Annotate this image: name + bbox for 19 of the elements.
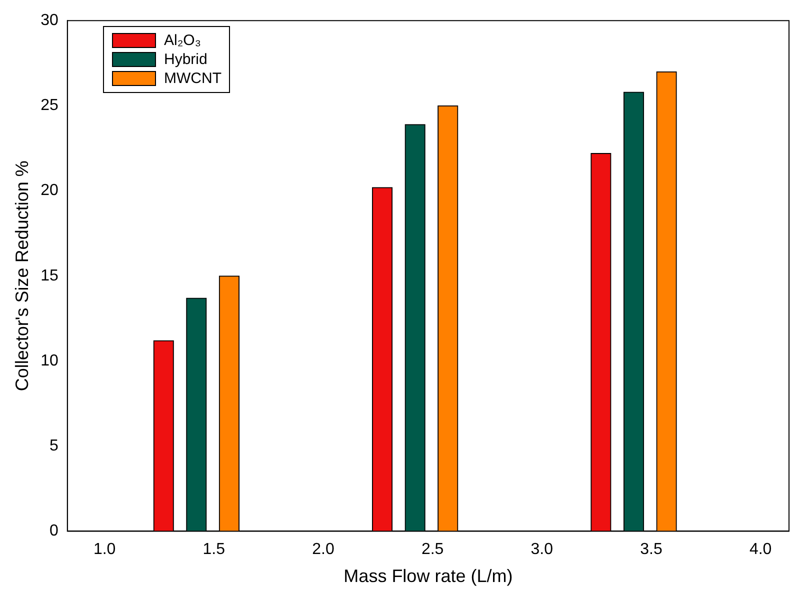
x-tick-label: 4.0 — [749, 541, 772, 558]
x-tick-label: 1.0 — [93, 541, 116, 558]
legend-label: MWCNT — [164, 70, 222, 87]
x-tick-label: 2.0 — [312, 541, 334, 558]
y-tick-label: 15 — [40, 267, 58, 284]
y-tick-label: 30 — [40, 12, 58, 30]
y-tick-label: 25 — [40, 97, 58, 114]
x-tick-label: 3.5 — [640, 541, 662, 558]
legend-label: Al₂O₃ — [164, 32, 201, 49]
x-axis-title: Mass Flow rate (L/m) — [344, 566, 513, 586]
x-tick-label: 3.0 — [530, 541, 554, 558]
y-axis-title: Collector's Size Reduction % — [12, 160, 32, 392]
x-tick-label: 1.5 — [202, 541, 226, 558]
y-tick-label: 0 — [49, 522, 58, 540]
x-tick-label: 2.5 — [421, 541, 444, 558]
y-tick-label: 10 — [40, 352, 58, 370]
legend-label: Hybrid — [164, 51, 208, 68]
y-tick-label: 20 — [40, 182, 58, 200]
y-tick-label: 5 — [49, 438, 58, 455]
